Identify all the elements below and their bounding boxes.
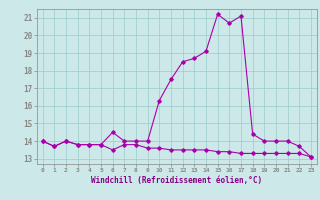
X-axis label: Windchill (Refroidissement éolien,°C): Windchill (Refroidissement éolien,°C) (91, 176, 262, 185)
